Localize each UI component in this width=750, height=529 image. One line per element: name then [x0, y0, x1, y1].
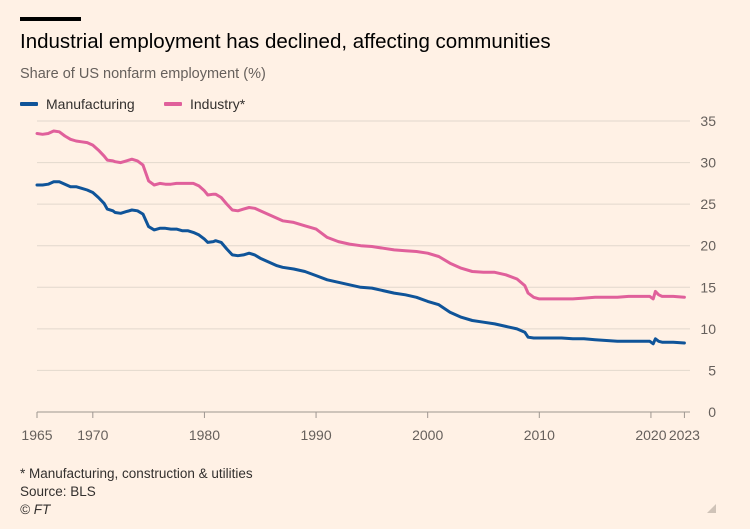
x-tick-label: 1970 [77, 427, 108, 443]
chart-subtitle: Share of US nonfarm employment (%) [20, 66, 266, 82]
axis-layer: 0 5 10 15 20 25 30 35 1965 1970 1980 1990 2000 2010 20… [21, 113, 716, 443]
legend-label-manufacturing: Manufacturing [46, 96, 135, 112]
legend-item-manufacturing: Manufacturing [20, 96, 135, 112]
grid-layer [37, 120, 690, 413]
legend-swatch-manufacturing [20, 102, 38, 106]
x-tick-label: 1990 [300, 427, 331, 443]
y-tick-label: 20 [700, 238, 716, 254]
x-tick-label: 1965 [21, 427, 52, 443]
ft-credit: © FT [20, 502, 51, 517]
footnote: * Manufacturing, construction & utilitie… [20, 466, 253, 481]
y-tick-label: 25 [700, 196, 716, 212]
chart-title: Industrial employment has declined, affe… [20, 30, 551, 53]
series-line-manufacturing [35, 180, 686, 346]
legend-swatch-industry [164, 102, 182, 106]
y-tick-label: 0 [708, 404, 716, 420]
x-tick-label: 2010 [524, 427, 555, 443]
x-tick-label: 2000 [412, 427, 443, 443]
source-note: Source: BLS [20, 484, 96, 499]
x-tick-label: 2023 [669, 427, 700, 443]
legend-item-industry: Industry* [164, 96, 245, 112]
series-layer [35, 129, 686, 346]
y-tick-label: 15 [700, 279, 716, 295]
x-tick-label: 2020 [635, 427, 666, 443]
x-tick-label: 1980 [189, 427, 220, 443]
legend-label-industry: Industry* [190, 96, 246, 112]
y-tick-label: 5 [708, 362, 716, 378]
resize-handle-icon [707, 504, 716, 513]
y-tick-label: 10 [700, 321, 716, 337]
y-tick-label: 30 [700, 155, 716, 171]
series-line-industry [35, 129, 686, 301]
title-rule [20, 17, 81, 21]
y-tick-label: 35 [700, 113, 716, 129]
